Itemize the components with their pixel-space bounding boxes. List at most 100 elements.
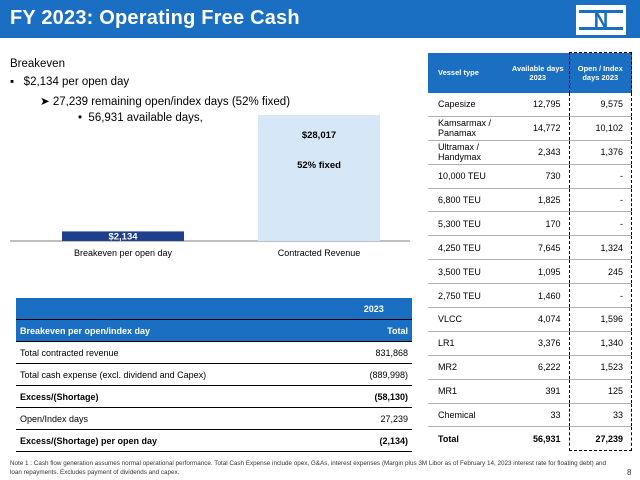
bullet-heading: Breakeven [10, 58, 65, 70]
square-bullet-icon: ▪ [10, 76, 15, 88]
available-days-cell: 12,795 [507, 93, 569, 117]
bar-annotation: 52% fixed [297, 160, 341, 171]
available-days-cell: 730 [507, 164, 569, 189]
total-row: Total 56,931 27,239 [428, 426, 632, 452]
vessel-table-header: Vessel type Available days 2023 Open / I… [428, 52, 632, 93]
vessel-type-cell: Ultramax / Handymax [428, 140, 508, 165]
bar-0 [62, 231, 184, 241]
row-label: Excess/(Shortage) per open day [16, 429, 336, 452]
vessel-days-table: Vessel type Available days 2023 Open / I… [428, 52, 632, 452]
vessel-type-cell: LR1 [428, 331, 508, 356]
row-value: 27,239 [335, 407, 412, 430]
available-days-cell: 1,095 [507, 259, 569, 285]
page-number: 8 [627, 468, 632, 477]
table-row: Total contracted revenue 831,868 [16, 341, 412, 364]
vessel-type-cell: 3,500 TEU [428, 259, 508, 285]
open-days-cell: 125 [568, 379, 632, 404]
table-row: 5,300 TEU 170- [428, 211, 632, 237]
table-row: Kamsarmax / Panamax 14,772 10,102 [428, 116, 632, 141]
open-days-cell: 1,523 [568, 355, 632, 380]
vessel-type-cell: 6,800 TEU [428, 188, 508, 213]
open-days-cell: - [568, 283, 632, 309]
open-days-cell: 1,324 [568, 235, 632, 261]
table-row: MR2 6,222 1,523 [428, 355, 632, 380]
row-value: (889,998) [335, 363, 412, 386]
table-row: Excess/(Shortage) (58,130) [16, 385, 412, 408]
header-bar: FY 2023: Operating Free Cash N [0, 0, 640, 38]
bullet-item-2: ➤ 27,239 remaining open/index days (52% … [40, 94, 290, 108]
table-row: Ultramax / Handymax 2,343 1,376 [428, 140, 632, 165]
arrow-bullet-icon: ➤ [40, 96, 50, 108]
open-days-cell: - [568, 164, 632, 189]
available-days-cell: 6,222 [507, 355, 569, 380]
vessel-type-cell: 5,300 TEU [428, 211, 508, 237]
available-days-cell: 4,074 [507, 307, 569, 332]
vessel-type-cell: Capesize [428, 93, 508, 117]
open-days-cell: 10,102 [568, 116, 632, 141]
table-row: Open/Index days 27,239 [16, 407, 412, 430]
header-spacer [16, 298, 336, 320]
row-value: 831,868 [335, 341, 412, 364]
vessel-type-cell: MR1 [428, 379, 508, 404]
dot-bullet-icon: • [78, 112, 83, 124]
available-days-cell: 170 [507, 211, 569, 237]
vessel-type-cell: Chemical [428, 403, 508, 428]
open-days-cell: 1,376 [568, 140, 632, 165]
table-row: VLCC 4,074 1,596 [428, 307, 632, 332]
row-label: Open/Index days [16, 407, 336, 430]
table-row: MR1 391 125 [428, 379, 632, 404]
bar-1 [258, 115, 380, 241]
vessel-type-cell: 4,250 TEU [428, 235, 508, 261]
available-days-cell: 14,772 [507, 116, 569, 141]
open-days-cell: 245 [568, 259, 632, 285]
available-days-cell: 2,343 [507, 140, 569, 165]
row-label: Total cash expense (excl. dividend and C… [16, 363, 336, 386]
company-logo: N [576, 5, 626, 35]
vessel-type-header: Vessel type [428, 52, 508, 93]
bullet-text: 27,239 remaining open/index days (52% fi… [52, 96, 291, 108]
breakeven-header-label: Breakeven per open/index day [16, 319, 336, 342]
table-row: 10,000 TEU 730- [428, 164, 632, 189]
table-row: Chemical 33 33 [428, 403, 632, 428]
footnote: Note 1 : Cash flow generation assumes no… [10, 460, 606, 476]
table-row: 3,500 TEU 1,095 245 [428, 259, 632, 285]
open-days-cell: 9,575 [568, 93, 632, 117]
bullet-item-1: ▪ $2,134 per open day [10, 76, 129, 88]
vessel-type-cell: Kamsarmax / Panamax [428, 116, 508, 141]
available-days-cell: 33 [507, 403, 569, 428]
vessel-type-cell: 10,000 TEU [428, 164, 508, 189]
table-row: LR1 3,376 1,340 [428, 331, 632, 356]
open-days-cell: - [568, 188, 632, 213]
breakeven-table-year-row: 2023 [16, 298, 412, 320]
table-row: Excess/(Shortage) per open day (2,134) [16, 429, 412, 452]
available-days-header: Available days 2023 [507, 52, 569, 93]
bullet-text: $2,134 per open day [23, 76, 130, 88]
total-header: Total [335, 319, 412, 342]
available-days-cell: 1,460 [507, 283, 569, 309]
table-row: 6,800 TEU 1,825- [428, 188, 632, 213]
open-days-header: Open / Index days 2023 [568, 52, 632, 93]
breakeven-table: 2023 Breakeven per open/index day Total … [16, 298, 412, 452]
row-label: Total contracted revenue [16, 341, 336, 364]
row-value: (2,134) [335, 429, 412, 452]
bullet-text: 56,931 available days, [88, 112, 203, 124]
bar-data-label-1: $28,017 [302, 130, 336, 141]
total-label-cell: Total [428, 426, 508, 451]
available-days-cell: 391 [507, 379, 569, 404]
breakeven-bar-chart: $2,134 Breakeven per open day $28,017 Contr… [10, 115, 410, 258]
row-label: Excess/(Shortage) [16, 385, 336, 408]
vessel-type-cell: 2,750 TEU [428, 283, 508, 309]
available-days-cell: 7,645 [507, 235, 569, 261]
open-days-cell: 33 [568, 403, 632, 428]
page-title: FY 2023: Operating Free Cash [10, 7, 300, 29]
total-open-cell: 27,239 [568, 426, 632, 452]
available-days-cell: 3,376 [507, 331, 569, 356]
bar-data-label-0: $2,134 [108, 232, 138, 243]
vessel-type-cell: VLCC [428, 307, 508, 332]
open-days-cell: - [568, 211, 632, 237]
vessel-table-body: Capesize 12,795 9,575 Kamsarmax / Panamax 14… [428, 93, 632, 452]
bullet-item-3: • 56,931 available days, [78, 112, 203, 124]
category-label-0: Breakeven per open day [74, 248, 173, 258]
year-header: 2023 [335, 298, 412, 320]
table-row: 4,250 TEU 7,645 1,324 [428, 235, 632, 261]
